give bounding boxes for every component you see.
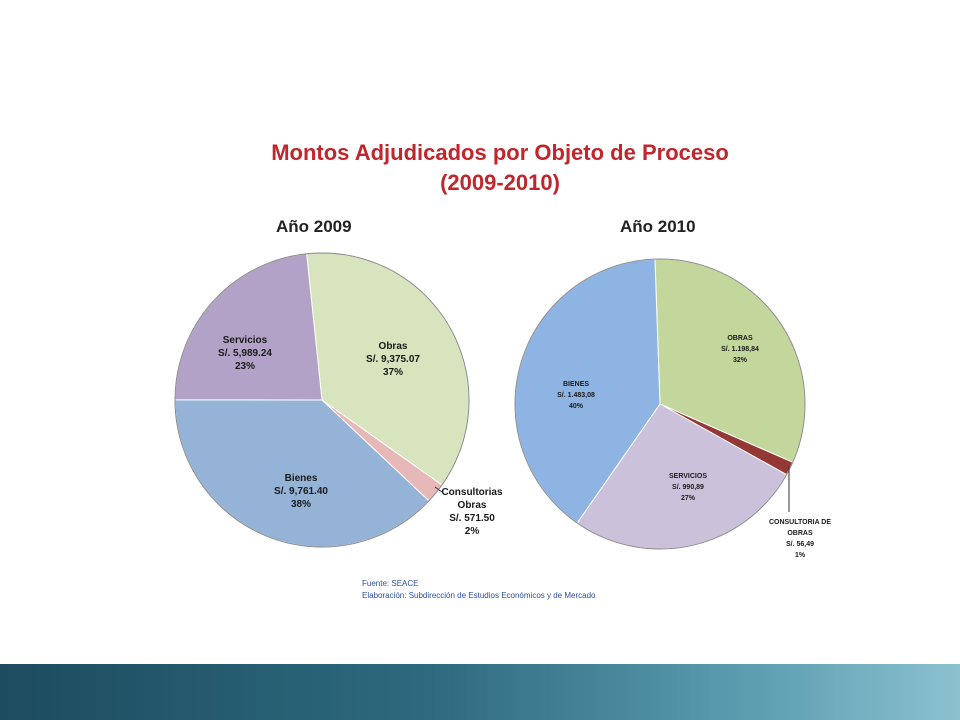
data-label: Servicios: [223, 335, 268, 346]
data-label: 27%: [681, 495, 696, 502]
data-label: S/. 56,49: [786, 541, 814, 548]
data-label: S/. 1.483,08: [557, 392, 595, 399]
data-label: 40%: [569, 403, 584, 410]
data-label: OBRAS: [787, 530, 813, 537]
leader-line-consultorias: [434, 486, 443, 493]
pie-2009-title: Año 2009: [276, 217, 352, 236]
data-label: Obras: [379, 341, 408, 352]
data-label: OBRAS: [727, 335, 753, 342]
data-label: CONSULTORIA DE: [769, 519, 831, 526]
data-label: 37%: [383, 367, 403, 378]
source-line2: Elaboración: Subdirección de Estudios Ec…: [362, 591, 596, 600]
data-label: S/. 571.50: [449, 513, 495, 524]
data-label: SERVICIOS: [669, 473, 707, 480]
data-label: Bienes: [285, 473, 318, 484]
data-label: S/. 990,89: [672, 484, 704, 491]
data-label: S/. 9,761.40: [274, 486, 328, 497]
data-label: Obras: [458, 500, 487, 511]
data-label: 38%: [291, 499, 311, 510]
data-label: 2%: [465, 526, 480, 537]
data-label: S/. 9,375.07: [366, 354, 420, 365]
data-label: 23%: [235, 361, 255, 372]
data-label: BIENES: [563, 381, 589, 388]
footer-band: [0, 664, 960, 720]
chart-title-line1: Montos Adjudicados por Objeto de Proceso: [271, 140, 729, 165]
chart-title-line2: (2009-2010): [440, 170, 560, 195]
pie-2009: [174, 252, 470, 548]
pie-outline: [174, 252, 470, 548]
source-note: Fuente: SEACE Elaboración: Subdirección …: [362, 578, 595, 602]
pie-outline: [514, 258, 806, 550]
pie-2010-title: Año 2010: [620, 217, 696, 236]
data-label: 1%: [795, 552, 806, 559]
pie-slice-servicios: [174, 253, 323, 401]
data-label: S/. 5,989.24: [218, 348, 272, 359]
data-label: S/. 1.198,84: [721, 346, 759, 353]
pie-2010: [514, 258, 806, 550]
data-label: Consultorias: [441, 487, 503, 498]
source-line1: Fuente: SEACE: [362, 579, 419, 588]
pie-labels: Obras S/. 9,375.07 37% Consultorias Obras S/.…: [218, 335, 831, 559]
chart-title: Montos Adjudicados por Objeto de Proceso…: [200, 138, 800, 198]
data-label: 32%: [733, 357, 748, 364]
